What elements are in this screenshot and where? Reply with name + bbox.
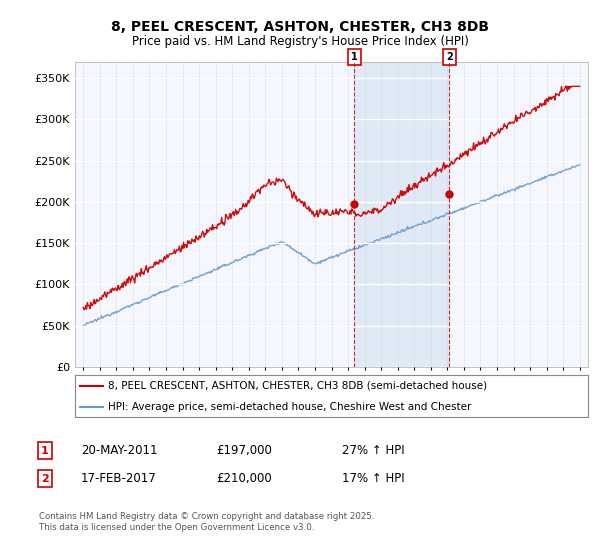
Text: 1: 1 <box>351 52 358 62</box>
Text: 20-MAY-2011: 20-MAY-2011 <box>81 444 157 458</box>
Text: £197,000: £197,000 <box>216 444 272 458</box>
Text: 27% ↑ HPI: 27% ↑ HPI <box>342 444 404 458</box>
Text: 1: 1 <box>41 446 49 456</box>
Text: Price paid vs. HM Land Registry's House Price Index (HPI): Price paid vs. HM Land Registry's House … <box>131 35 469 48</box>
Text: £210,000: £210,000 <box>216 472 272 486</box>
Text: HPI: Average price, semi-detached house, Cheshire West and Chester: HPI: Average price, semi-detached house,… <box>109 402 472 412</box>
Text: 8, PEEL CRESCENT, ASHTON, CHESTER, CH3 8DB (semi-detached house): 8, PEEL CRESCENT, ASHTON, CHESTER, CH3 8… <box>109 381 487 391</box>
Text: 8, PEEL CRESCENT, ASHTON, CHESTER, CH3 8DB: 8, PEEL CRESCENT, ASHTON, CHESTER, CH3 8… <box>111 20 489 34</box>
Text: Contains HM Land Registry data © Crown copyright and database right 2025.
This d: Contains HM Land Registry data © Crown c… <box>39 512 374 532</box>
Text: 17-FEB-2017: 17-FEB-2017 <box>81 472 157 486</box>
Text: 2: 2 <box>41 474 49 484</box>
Bar <box>355 62 449 367</box>
Text: 2: 2 <box>446 52 452 62</box>
Text: 17% ↑ HPI: 17% ↑ HPI <box>342 472 404 486</box>
